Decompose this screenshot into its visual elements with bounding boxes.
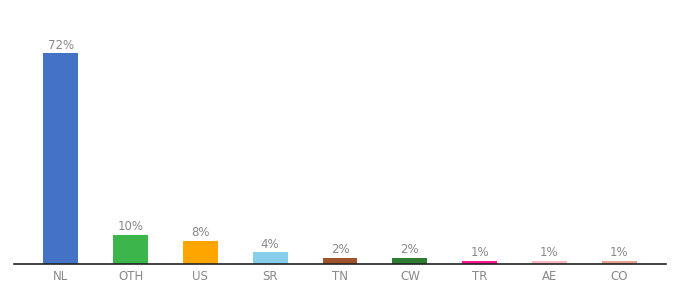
Text: 1%: 1%: [471, 246, 489, 259]
Text: 1%: 1%: [540, 246, 559, 259]
Bar: [462, 261, 497, 264]
Bar: [183, 241, 218, 264]
Text: 10%: 10%: [118, 220, 143, 233]
Text: 1%: 1%: [610, 246, 628, 259]
Bar: [44, 53, 78, 264]
Bar: [602, 261, 636, 264]
Text: 8%: 8%: [191, 226, 209, 239]
Bar: [253, 252, 288, 264]
Bar: [322, 258, 358, 264]
Text: 4%: 4%: [261, 238, 279, 250]
Text: 2%: 2%: [401, 243, 419, 256]
Text: 2%: 2%: [330, 243, 350, 256]
Bar: [392, 258, 427, 264]
Bar: [113, 235, 148, 264]
Bar: [532, 261, 567, 264]
Text: 72%: 72%: [48, 38, 74, 52]
